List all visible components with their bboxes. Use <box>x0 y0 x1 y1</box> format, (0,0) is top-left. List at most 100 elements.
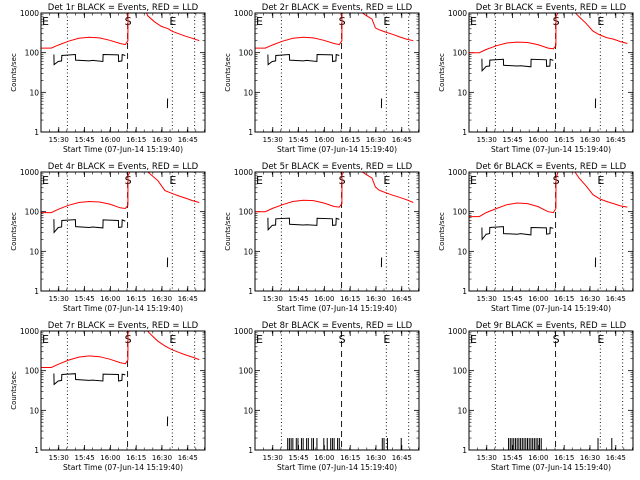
y-tick-label: 1000 <box>234 168 253 177</box>
y-tick-label: 100 <box>239 49 254 58</box>
y-axis-label: Counts/sec <box>224 53 232 92</box>
y-tick-label: 1000 <box>234 327 253 336</box>
y-tick-label: 10 <box>243 247 253 256</box>
lld-line <box>146 13 200 42</box>
time-marker-label: E <box>256 174 263 187</box>
time-marker-label: S <box>553 333 560 346</box>
y-tick-label: 100 <box>453 208 468 217</box>
x-tick-label: 16:30 <box>366 295 386 303</box>
x-tick-label: 16:30 <box>580 136 600 144</box>
time-marker-label: E <box>470 15 477 28</box>
panel-data <box>255 13 414 109</box>
y-tick-label: 10 <box>29 88 39 97</box>
lld-line <box>41 13 130 49</box>
x-tick-label: 16:00 <box>314 295 334 303</box>
y-tick-label: 1000 <box>448 327 467 336</box>
x-tick-label: 15:45 <box>288 454 308 462</box>
x-tick-label: 16:15 <box>126 295 146 303</box>
time-marker-label: E <box>597 15 604 28</box>
y-tick-label: 100 <box>25 367 40 376</box>
x-tick-label: 15:30 <box>49 295 69 303</box>
detector-panel-7: Det 7r BLACK = Events, RED = LLD Counts/s… <box>10 321 206 472</box>
y-tick-label: 10 <box>29 406 39 415</box>
x-tick-label: 16:15 <box>340 454 360 462</box>
time-marker-label: E <box>42 174 49 187</box>
y-tick-label: 1 <box>462 446 467 455</box>
x-tick-label: 16:00 <box>100 454 120 462</box>
time-marker-label: S <box>339 333 346 346</box>
x-tick-label: 16:30 <box>580 295 600 303</box>
x-tick-label: 16:45 <box>606 454 626 462</box>
lld-line <box>255 172 345 213</box>
x-tick-label: 16:45 <box>178 136 198 144</box>
panel-data <box>41 13 200 109</box>
y-axis-label: Counts/sec <box>10 371 18 410</box>
x-tick-label: 16:15 <box>340 295 360 303</box>
x-tick-label: 16:15 <box>554 295 574 303</box>
y-tick-label: 1 <box>248 128 253 137</box>
panel-title: Det 2r BLACK = Events, RED = LLD <box>262 3 413 13</box>
x-tick-label: 15:30 <box>477 295 497 303</box>
x-tick-label: 15:45 <box>502 454 522 462</box>
x-tick-label: 16:30 <box>152 454 172 462</box>
panel-data <box>469 13 628 109</box>
detector-panel-5: Det 5r BLACK = Events, RED = LLD Counts/s… <box>224 162 420 313</box>
x-tick-label: 16:00 <box>528 136 548 144</box>
y-tick-label: 1 <box>34 287 39 296</box>
lld-line <box>361 172 414 203</box>
x-tick-label: 15:45 <box>502 136 522 144</box>
y-tick-label: 10 <box>457 406 467 415</box>
x-axis-label: Start Time (07-Jun-14 15:19:40) <box>491 304 611 313</box>
lld-line <box>574 13 628 44</box>
lld-line <box>469 13 559 54</box>
y-tick-label: 1 <box>34 128 39 137</box>
x-tick-label: 15:45 <box>74 454 94 462</box>
y-tick-label: 100 <box>453 367 468 376</box>
lld-line <box>146 331 200 361</box>
y-axis-label: Counts/sec <box>438 53 446 92</box>
x-tick-label: 16:30 <box>366 454 386 462</box>
x-tick-label: 15:45 <box>502 295 522 303</box>
x-tick-label: 15:45 <box>74 295 94 303</box>
x-tick-label: 16:45 <box>606 136 626 144</box>
detector-panel-3: Det 3r BLACK = Events, RED = LLD Counts/s… <box>438 3 634 154</box>
x-tick-label: 15:30 <box>477 136 497 144</box>
detector-panel-2: Det 2r BLACK = Events, RED = LLD Counts/s… <box>224 3 420 154</box>
panel-data <box>41 331 200 427</box>
time-marker-label: E <box>470 174 477 187</box>
detector-panel-8: Det 8r BLACK = Events, RED = LLD 1 10 100 10… <box>234 321 420 472</box>
detector-panel-4: Det 4r BLACK = Events, RED = LLD Counts/s… <box>10 162 206 313</box>
time-marker-label: E <box>169 333 176 346</box>
x-tick-label: 16:00 <box>100 295 120 303</box>
x-axis-label: Start Time (07-Jun-14 15:19:40) <box>277 304 397 313</box>
x-tick-label: 16:30 <box>152 295 172 303</box>
y-axis-label: Counts/sec <box>10 212 18 251</box>
x-axis-label: Start Time (07-Jun-14 15:19:40) <box>491 463 611 472</box>
x-tick-label: 16:15 <box>126 136 146 144</box>
panel-title: Det 9r BLACK = Events, RED = LLD <box>476 321 627 331</box>
plot-frame <box>254 171 420 292</box>
y-tick-label: 1000 <box>20 168 39 177</box>
events-line <box>267 53 340 66</box>
panel-title: Det 5r BLACK = Events, RED = LLD <box>262 162 413 172</box>
x-tick-label: 16:15 <box>554 454 574 462</box>
y-axis-label: Counts/sec <box>224 212 232 251</box>
y-tick-label: 1 <box>462 287 467 296</box>
lld-line <box>361 13 414 42</box>
events-line <box>53 219 126 234</box>
lld-line <box>41 331 130 368</box>
events-line <box>481 58 554 73</box>
time-marker-label: E <box>383 333 390 346</box>
y-tick-label: 10 <box>457 88 467 97</box>
x-tick-label: 16:45 <box>392 454 412 462</box>
x-tick-label: 16:15 <box>340 136 360 144</box>
y-tick-label: 1000 <box>20 9 39 18</box>
time-marker-label: E <box>383 15 390 28</box>
x-axis-label: Start Time (07-Jun-14 15:19:40) <box>277 463 397 472</box>
y-tick-label: 1 <box>462 128 467 137</box>
panel-data <box>508 438 613 450</box>
lld-line <box>255 13 344 49</box>
detector-panel-1: Det 1r BLACK = Events, RED = LLD Counts/s… <box>10 3 206 154</box>
x-tick-label: 15:45 <box>288 136 308 144</box>
plot-frame <box>468 330 634 451</box>
